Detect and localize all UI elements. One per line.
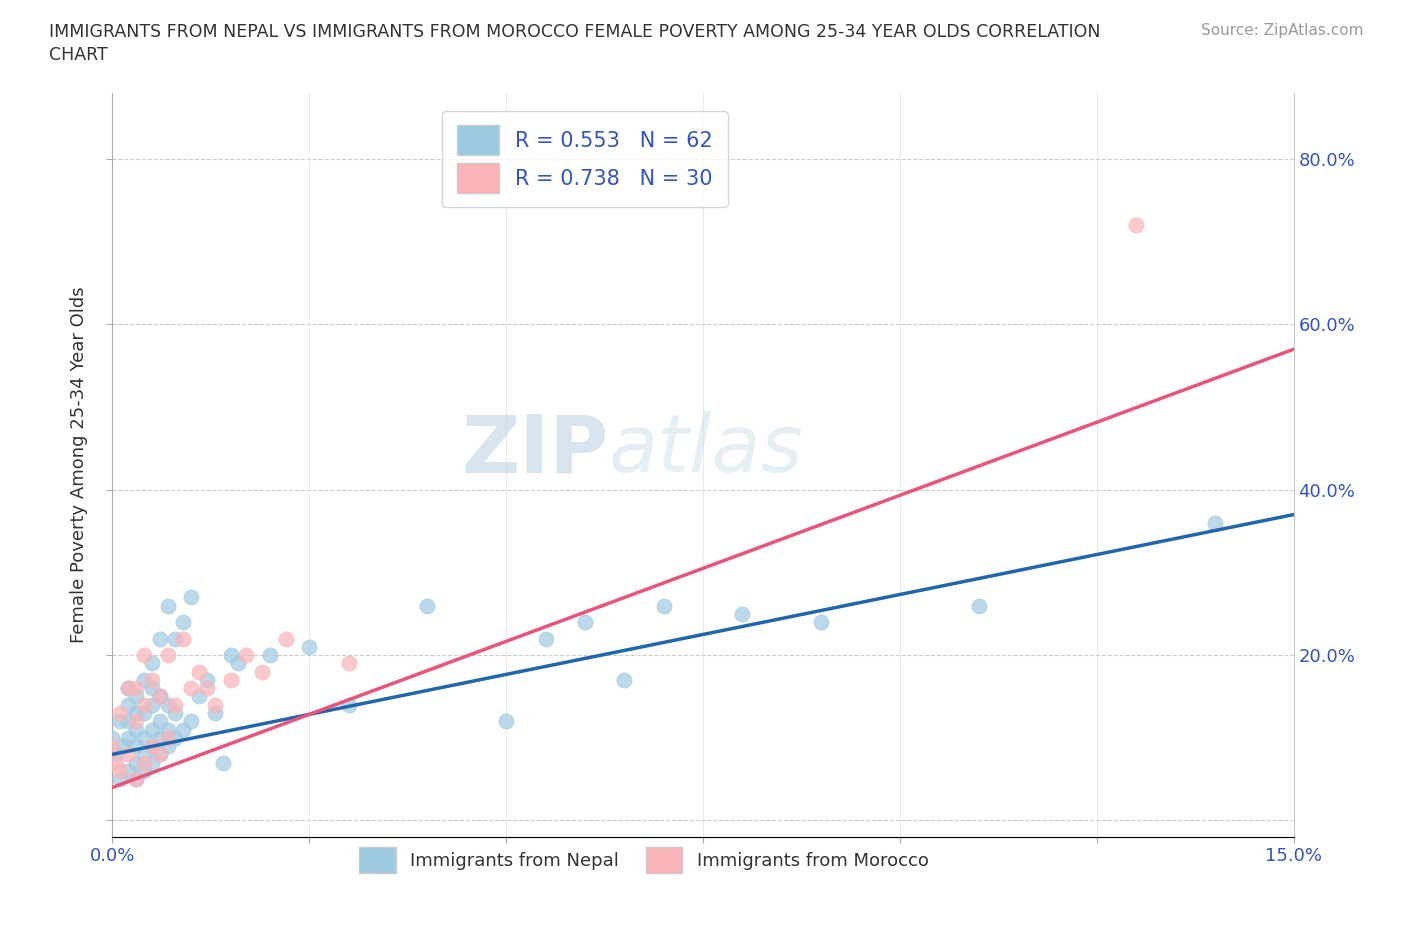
Point — [172, 615, 194, 630]
Point — [219, 647, 242, 662]
Point — [117, 747, 139, 762]
Point — [165, 698, 187, 712]
Point — [180, 590, 202, 604]
Point — [1125, 218, 1147, 232]
Point — [337, 656, 360, 671]
Point — [117, 730, 139, 745]
Point — [125, 722, 148, 737]
Point — [235, 647, 257, 662]
Point — [149, 689, 172, 704]
Point — [132, 698, 155, 712]
Point — [101, 730, 124, 745]
Point — [149, 747, 172, 762]
Point — [101, 738, 124, 753]
Point — [117, 681, 139, 696]
Point — [105, 747, 128, 762]
Point — [156, 698, 179, 712]
Text: atlas: atlas — [609, 411, 803, 489]
Text: IMMIGRANTS FROM NEPAL VS IMMIGRANTS FROM MOROCCO FEMALE POVERTY AMONG 25-34 YEAR: IMMIGRANTS FROM NEPAL VS IMMIGRANTS FROM… — [49, 23, 1101, 41]
Point — [1204, 515, 1226, 530]
Point — [188, 689, 211, 704]
Point — [110, 772, 132, 787]
Point — [259, 647, 281, 662]
Point — [149, 714, 172, 729]
Point — [141, 755, 163, 770]
Point — [141, 722, 163, 737]
Point — [156, 598, 179, 613]
Point — [156, 722, 179, 737]
Point — [132, 755, 155, 770]
Point — [141, 738, 163, 753]
Point — [652, 598, 675, 613]
Point — [110, 706, 132, 721]
Point — [110, 764, 132, 778]
Point — [211, 755, 233, 770]
Point — [132, 764, 155, 778]
Point — [810, 615, 832, 630]
Point — [125, 772, 148, 787]
Point — [132, 730, 155, 745]
Point — [132, 747, 155, 762]
Point — [195, 681, 218, 696]
Point — [219, 672, 242, 687]
Point — [156, 738, 179, 753]
Point — [156, 730, 179, 745]
Point — [731, 606, 754, 621]
Point — [149, 747, 172, 762]
Point — [149, 730, 172, 745]
Point — [172, 631, 194, 646]
Point — [250, 664, 273, 679]
Point — [298, 640, 321, 655]
Text: ZIP: ZIP — [461, 411, 609, 489]
Text: CHART: CHART — [49, 46, 108, 64]
Point — [125, 706, 148, 721]
Point — [534, 631, 557, 646]
Point — [125, 681, 148, 696]
Point — [105, 755, 128, 770]
Point — [495, 714, 517, 729]
Point — [274, 631, 297, 646]
Point — [416, 598, 439, 613]
Point — [117, 764, 139, 778]
Point — [112, 738, 135, 753]
Point — [337, 698, 360, 712]
Point — [132, 672, 155, 687]
Point — [180, 714, 202, 729]
Point — [125, 738, 148, 753]
Legend: Immigrants from Nepal, Immigrants from Morocco: Immigrants from Nepal, Immigrants from M… — [353, 840, 935, 880]
Point — [125, 772, 148, 787]
Point — [117, 681, 139, 696]
Point — [613, 672, 636, 687]
Point — [149, 631, 172, 646]
Point — [172, 722, 194, 737]
Point — [165, 706, 187, 721]
Point — [117, 698, 139, 712]
Point — [132, 706, 155, 721]
Point — [149, 689, 172, 704]
Point — [165, 730, 187, 745]
Point — [967, 598, 990, 613]
Point — [204, 698, 226, 712]
Point — [195, 672, 218, 687]
Point — [156, 647, 179, 662]
Point — [180, 681, 202, 696]
Point — [125, 714, 148, 729]
Point — [141, 681, 163, 696]
Text: Source: ZipAtlas.com: Source: ZipAtlas.com — [1201, 23, 1364, 38]
Point — [132, 647, 155, 662]
Point — [165, 631, 187, 646]
Point — [141, 698, 163, 712]
Point — [228, 656, 250, 671]
Point — [204, 706, 226, 721]
Point — [141, 738, 163, 753]
Point — [125, 689, 148, 704]
Point — [141, 672, 163, 687]
Y-axis label: Female Poverty Among 25-34 Year Olds: Female Poverty Among 25-34 Year Olds — [70, 286, 89, 644]
Point — [117, 714, 139, 729]
Point — [141, 656, 163, 671]
Point — [574, 615, 596, 630]
Point — [110, 714, 132, 729]
Point — [125, 755, 148, 770]
Point — [188, 664, 211, 679]
